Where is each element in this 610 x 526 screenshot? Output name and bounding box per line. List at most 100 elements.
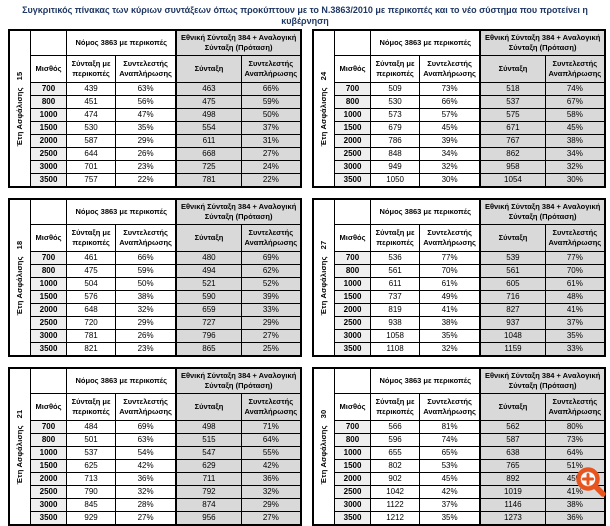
law-rate-cell: 47% <box>114 108 177 122</box>
proposal-rate-cell: 24% <box>240 160 302 174</box>
table-row: 2000 902 45% 892 45% <box>313 472 606 486</box>
law-rate-cell: 65% <box>418 446 481 460</box>
table-row: 1500 679 45% 671 45% <box>313 121 606 135</box>
proposal-rate-cell: 32% <box>544 160 606 174</box>
law-pension-cell: 720 <box>66 316 116 330</box>
proposal-pension-cell: 862 <box>479 147 546 161</box>
salary-cell: 2000 <box>333 303 372 317</box>
proposal-rate-cell: 38% <box>544 134 606 148</box>
law-rate-cell: 35% <box>418 511 481 526</box>
side-label-text: Έτη Ασφάλισης <box>14 424 24 484</box>
table-row: 1000 655 65% 638 64% <box>313 446 606 460</box>
salary-cell: 800 <box>29 95 68 109</box>
law-pension-cell: 1050 <box>370 173 420 188</box>
col-header-pension: Σύνταξη <box>175 224 242 252</box>
proposal-rate-cell: 33% <box>544 342 606 357</box>
salary-cell: 800 <box>29 264 68 278</box>
law-rate-cell: 73% <box>418 82 481 96</box>
table-row: 1000 611 61% 605 61% <box>313 277 606 291</box>
law-pension-cell: 625 <box>66 459 116 473</box>
page-title: Συγκριτικός πίνακας των κύριων συντάξεων… <box>22 5 588 26</box>
salary-cell: 1000 <box>333 277 372 291</box>
col-header-replacement-rate: Συντελεστής Αναπλήρωσης <box>418 393 481 421</box>
salary-cell: 800 <box>29 433 68 447</box>
zoom-in-icon[interactable] <box>575 466 607 498</box>
proposal-pension-cell: 498 <box>175 108 242 122</box>
proposal-pension-cell: 958 <box>479 160 546 174</box>
table-row: 3500 1050 30% 1054 30% <box>313 173 606 188</box>
table-row: 3000 781 26% 796 27% <box>9 329 302 343</box>
salary-cell: 1000 <box>29 446 68 460</box>
law-pension-cell: 737 <box>370 290 420 304</box>
proposal-pension-cell: 1048 <box>479 329 546 343</box>
salary-cell: 3500 <box>29 173 68 188</box>
side-label-text: Έτη Ασφάλισης <box>318 86 328 146</box>
proposal-pension-cell: 521 <box>175 277 242 291</box>
proposal-pension-cell: 1146 <box>479 498 546 512</box>
years-side-label: Έτη Ασφάλισης 15 <box>8 29 31 188</box>
col-header-replacement-rate: Συντελεστής Αναπλήρωσης <box>418 224 481 252</box>
col-header-replacement-rate: Συντελεστής Αναπλήρωσης <box>544 393 606 421</box>
law-pension-cell: 576 <box>66 290 116 304</box>
proposal-rate-cell: 27% <box>240 147 302 161</box>
salary-cell: 700 <box>29 420 68 434</box>
salary-cell: 2000 <box>29 472 68 486</box>
law-rate-cell: 41% <box>418 303 481 317</box>
law-rate-cell: 77% <box>418 251 481 265</box>
col-header-replacement-rate: Συντελεστής Αναπλήρωσης <box>114 55 177 83</box>
law-rate-cell: 38% <box>418 316 481 330</box>
salary-cell: 3000 <box>333 329 372 343</box>
salary-cell: 1500 <box>333 121 372 135</box>
proposal-pension-cell: 781 <box>175 173 242 188</box>
law-pension-cell: 561 <box>370 264 420 278</box>
table-row: 3500 1212 35% 1273 36% <box>313 511 606 526</box>
blank-cell <box>29 367 68 394</box>
years-value: 21 <box>14 409 24 418</box>
table-row: 1000 537 54% 547 55% <box>9 446 302 460</box>
law-pension-cell: 587 <box>66 134 116 148</box>
group-header-proposal: Εθνική Σύνταξη 384 + Αναλογική Σύνταξη (… <box>479 367 606 394</box>
law-rate-cell: 61% <box>418 277 481 291</box>
table-row: 1000 474 47% 498 50% <box>9 108 302 122</box>
law-pension-cell: 848 <box>370 147 420 161</box>
proposal-pension-cell: 671 <box>479 121 546 135</box>
law-pension-cell: 786 <box>370 134 420 148</box>
table-row: 2000 587 29% 611 31% <box>9 134 302 148</box>
salary-cell: 700 <box>333 251 372 265</box>
law-pension-cell: 757 <box>66 173 116 188</box>
pension-table-years-27: Έτη Ασφάλισης 27 Νόμος 3863 με περικοπές Εθ… <box>312 198 606 357</box>
law-pension-cell: 644 <box>66 147 116 161</box>
blank-cell <box>29 198 68 225</box>
table-row: 2500 848 34% 862 34% <box>313 147 606 161</box>
blank-cell <box>333 198 372 225</box>
law-rate-cell: 45% <box>418 472 481 486</box>
table-row: 3000 1122 37% 1146 38% <box>313 498 606 512</box>
law-rate-cell: 66% <box>114 251 177 265</box>
years-side-label: Έτη Ασφάλισης 30 <box>312 367 335 526</box>
proposal-rate-cell: 37% <box>544 316 606 330</box>
table-row: 1500 737 49% 716 48% <box>313 290 606 304</box>
salary-cell: 700 <box>29 251 68 265</box>
law-rate-cell: 32% <box>114 303 177 317</box>
col-header-salary: Μισθός <box>29 55 68 83</box>
group-header-law: Νόμος 3863 με περικοπές <box>370 29 481 56</box>
col-header-replacement-rate: Συντελεστής Αναπλήρωσης <box>114 393 177 421</box>
law-rate-cell: 53% <box>418 459 481 473</box>
proposal-rate-cell: 33% <box>240 303 302 317</box>
proposal-rate-cell: 32% <box>240 485 302 499</box>
group-header-proposal: Εθνική Σύνταξη 384 + Αναλογική Σύνταξη (… <box>175 367 302 394</box>
salary-cell: 2500 <box>333 316 372 330</box>
column-header-row: Μισθός Σύνταξη με περικοπές Συντελεστής Αν… <box>313 393 606 421</box>
table-row: 2500 644 26% 668 27% <box>9 147 302 161</box>
table-row: 1500 530 35% 554 37% <box>9 121 302 135</box>
law-rate-cell: 32% <box>418 342 481 357</box>
proposal-rate-cell: 66% <box>240 82 302 96</box>
proposal-rate-cell: 27% <box>240 329 302 343</box>
proposal-pension-cell: 865 <box>175 342 242 357</box>
law-rate-cell: 50% <box>114 277 177 291</box>
law-pension-cell: 501 <box>66 433 116 447</box>
proposal-rate-cell: 36% <box>544 511 606 526</box>
group-header-law: Νόμος 3863 με περικοπές <box>66 367 177 394</box>
law-pension-cell: 1122 <box>370 498 420 512</box>
salary-cell: 2500 <box>333 147 372 161</box>
